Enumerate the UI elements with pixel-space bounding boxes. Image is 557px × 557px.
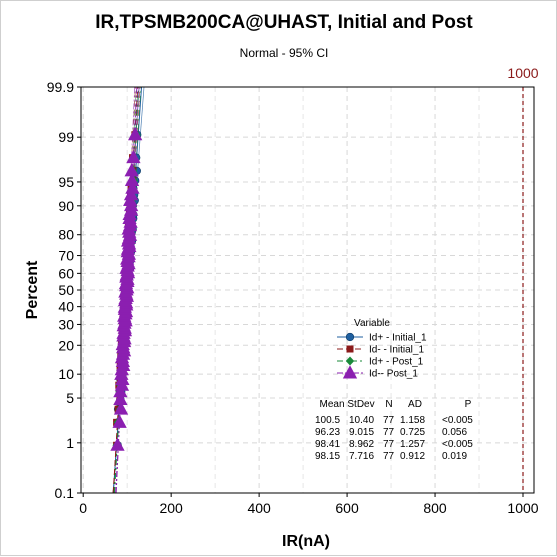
stats-cell: 1.257	[400, 439, 425, 450]
y-tick-label: 40	[58, 299, 74, 315]
stats-cell: 0.019	[442, 451, 467, 462]
stats-cell: 1.158	[400, 415, 425, 426]
data-point-3	[124, 172, 140, 187]
legend-title: Variable	[354, 318, 390, 329]
y-axis-label: Percent	[24, 260, 41, 319]
y-tick-label: 10	[58, 366, 74, 382]
y-tick-label: 0.1	[55, 485, 75, 501]
legend-marker-0	[345, 332, 355, 342]
stats-cell: <0.005	[442, 415, 473, 426]
stats-cell: 9.015	[349, 427, 374, 438]
stats-cell: 77	[383, 415, 395, 426]
legend-entry-2: Id+ - Post_1	[369, 357, 424, 368]
stats-cell: 98.15	[315, 451, 340, 462]
legend-entry-1: Id- - Initial_1	[369, 345, 424, 356]
stats-cell: 77	[383, 439, 395, 450]
stats-table: Mean StDev N AD P 100.5 10.40 77 1.158 <0.005 96.2…	[315, 399, 473, 462]
y-tick-label: 90	[58, 198, 74, 214]
x-tick-label: 400	[247, 500, 271, 516]
stats-cell: 8.962	[349, 439, 374, 450]
stats-cell: 7.716	[349, 451, 374, 462]
stats-cell: 0.056	[442, 427, 467, 438]
y-tick-label: 60	[58, 265, 74, 281]
y-tick-label: 50	[58, 282, 74, 298]
stats-cell: 98.41	[315, 439, 340, 450]
stats-header: AD	[408, 399, 422, 410]
data-point-3	[124, 163, 139, 177]
legend-entry-3: Id-- Post_1	[369, 369, 418, 380]
data-point-3	[112, 414, 127, 428]
reference-line: 1000	[507, 65, 539, 493]
y-tick-label: 80	[58, 227, 74, 243]
y-tick-label: 1	[66, 435, 74, 451]
legend-marker-1	[346, 345, 354, 353]
stats-header: Mean	[319, 399, 344, 410]
y-tick-label: 95	[58, 174, 74, 190]
y-tick-label: 70	[58, 248, 74, 264]
stats-cell: 100.5	[315, 415, 340, 426]
x-tick-label: 800	[423, 500, 447, 516]
y-tick-label: 30	[58, 316, 74, 332]
y-tick-label: 99	[58, 129, 74, 145]
stats-cell: 77	[383, 427, 395, 438]
x-tick-label: 0	[79, 500, 87, 516]
x-tick-label: 200	[159, 500, 183, 516]
reference-line-label: 1000	[507, 65, 538, 81]
y-tick-label: 99.9	[47, 79, 74, 95]
data-point-3	[126, 149, 141, 164]
plot-border	[80, 86, 535, 494]
stats-cell: <0.005	[442, 439, 473, 450]
legend: Variable Id+ - Initial_1Id- - Initial_1I…	[337, 318, 427, 380]
chart-title: IR,TPSMB200CA@UHAST, Initial and Post	[95, 12, 473, 33]
x-axis-label: IR(nA)	[282, 533, 330, 550]
x-axis-ticks: 0 200 400 600 800 1000	[79, 493, 539, 516]
stats-header: StDev	[347, 399, 374, 410]
data-point-3	[113, 391, 128, 405]
legend-entry-0: Id+ - Initial_1	[369, 333, 427, 344]
chart-subtitle: Normal - 95% CI	[240, 46, 329, 60]
stats-cell: 10.40	[349, 415, 374, 426]
legend-marker-2	[345, 356, 355, 366]
data-point-3	[110, 437, 125, 451]
x-tick-label: 1000	[507, 500, 538, 516]
stats-cell: 96.23	[315, 427, 340, 438]
stats-header: P	[465, 399, 472, 410]
data-point-3	[125, 180, 140, 194]
data-point-3	[113, 401, 129, 415]
y-tick-label: 5	[66, 390, 74, 406]
stats-cell: 0.725	[400, 427, 425, 438]
data-points	[110, 127, 143, 451]
legend-marker-3	[342, 365, 358, 379]
grid-lines	[81, 87, 534, 493]
stats-cell: 0.912	[400, 451, 425, 462]
y-tick-label: 20	[58, 337, 74, 353]
data-point-3	[128, 127, 143, 141]
x-tick-label: 600	[335, 500, 359, 516]
stats-header: N	[385, 399, 392, 410]
stats-cell: 77	[383, 451, 395, 462]
